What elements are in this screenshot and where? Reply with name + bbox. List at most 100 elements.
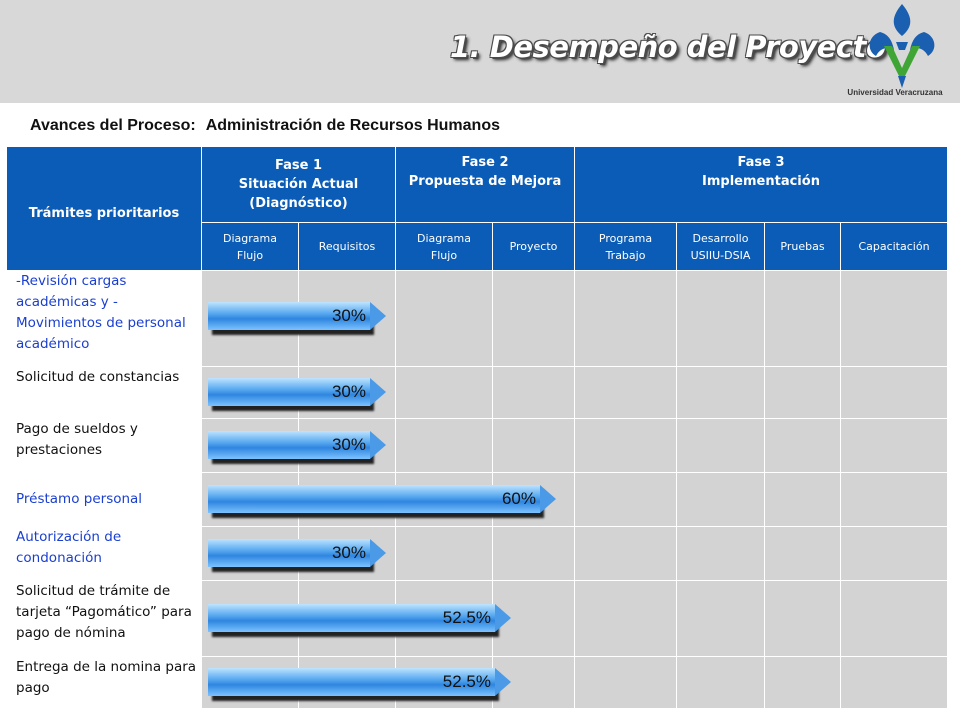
table-cell bbox=[840, 656, 948, 709]
row-label: Autorización de condonación bbox=[6, 526, 202, 581]
progress-arrow-tip bbox=[370, 378, 386, 406]
progress-arrow-body bbox=[208, 378, 370, 406]
row-label: Solicitud de trámite de tarjeta “Pagomát… bbox=[6, 580, 202, 657]
progress-arrow: 52.5% bbox=[208, 604, 511, 636]
progress-arrow-tip bbox=[540, 485, 556, 513]
table-cell bbox=[840, 366, 948, 419]
progress-label: 52.5% bbox=[442, 608, 491, 627]
table-cell bbox=[676, 526, 765, 581]
col-header: Requisitos bbox=[298, 222, 396, 271]
progress-label: 30% bbox=[331, 435, 366, 454]
phase-2-subtitle: Propuesta de Mejora bbox=[408, 174, 562, 189]
table-cell bbox=[764, 366, 841, 419]
progress-arrow-body bbox=[208, 668, 495, 696]
phase-3-subtitle: Implementación bbox=[702, 174, 820, 189]
col-header: Desarrollo USIIU-DSIA bbox=[676, 222, 765, 271]
col-header: Pruebas bbox=[764, 222, 841, 271]
table-cell bbox=[676, 656, 765, 709]
row-label: Préstamo personal bbox=[6, 472, 202, 527]
table-cell bbox=[574, 270, 677, 367]
table-cell bbox=[840, 526, 948, 581]
col-header: Proyecto bbox=[492, 222, 575, 271]
table-cell bbox=[764, 418, 841, 473]
progress-label: 30% bbox=[331, 306, 366, 325]
table-cell bbox=[676, 418, 765, 473]
progress-arrow-body bbox=[208, 431, 370, 459]
progress-label: 60% bbox=[501, 489, 536, 508]
table-cell bbox=[574, 472, 677, 527]
progress-arrow-body bbox=[208, 485, 540, 513]
table-cell bbox=[492, 580, 575, 657]
progress-arrow: 52.5% bbox=[208, 668, 511, 700]
progress-arrow-tip bbox=[370, 431, 386, 459]
table-cell bbox=[492, 270, 575, 367]
table-cell bbox=[840, 472, 948, 527]
process-value: Administración de Recursos Humanos bbox=[205, 117, 500, 134]
table-cell bbox=[764, 580, 841, 657]
col-header: Programa Trabajo bbox=[574, 222, 677, 271]
table-row: Entrega de la nomina para pago bbox=[6, 656, 948, 709]
row-label: Solicitud de constancias bbox=[6, 366, 202, 419]
phase-3-title: Fase 3 bbox=[737, 155, 785, 170]
progress-arrow-tip bbox=[495, 604, 511, 632]
table-row: -Revisión cargas académicas y -Movimient… bbox=[6, 270, 948, 367]
table-cell bbox=[764, 270, 841, 367]
table-row: Pago de sueldos y prestaciones bbox=[6, 418, 948, 473]
table-cell bbox=[840, 580, 948, 657]
progress-arrow-tip bbox=[370, 539, 386, 567]
table-cell bbox=[574, 656, 677, 709]
progress-label: 30% bbox=[331, 543, 366, 562]
col-header: Diagrama Flujo bbox=[395, 222, 493, 271]
header-phase-2: Fase 2 Propuesta de Mejora bbox=[395, 146, 575, 223]
table-cell bbox=[492, 526, 575, 581]
progress-arrow-body bbox=[208, 539, 370, 567]
progress-arrow-tip bbox=[495, 668, 511, 696]
table-cell bbox=[574, 366, 677, 419]
table-cell bbox=[574, 526, 677, 581]
progress-arrow: 30% bbox=[208, 539, 386, 571]
table-cell bbox=[395, 366, 493, 419]
header-phase-1: Fase 1 Situación Actual (Diagnóstico) bbox=[201, 146, 396, 223]
header-tramites-label: Trámites prioritarios bbox=[28, 206, 180, 221]
table-row: Solicitud de constancias bbox=[6, 366, 948, 419]
university-logo-icon bbox=[869, 4, 935, 88]
table-cell bbox=[764, 472, 841, 527]
table-cell bbox=[764, 656, 841, 709]
university-name: Universidad Veracruzana bbox=[847, 88, 943, 97]
col-header: Diagrama Flujo bbox=[201, 222, 299, 271]
table-row: Autorización de condonación bbox=[6, 526, 948, 581]
table-row: Solicitud de trámite de tarjeta “Pagomát… bbox=[6, 580, 948, 657]
header-band bbox=[0, 0, 960, 103]
phase-2-title: Fase 2 bbox=[461, 155, 509, 170]
table-cell bbox=[395, 270, 493, 367]
slide-title: 1. Desempeño del Proyecto bbox=[450, 30, 886, 64]
table-cell bbox=[574, 580, 677, 657]
progress-arrow-tip bbox=[370, 302, 386, 330]
progress-arrow: 60% bbox=[208, 485, 556, 517]
table-cell bbox=[676, 472, 765, 527]
process-subtitle: Avances del Proceso: Administración de Re… bbox=[30, 117, 500, 135]
table-cell bbox=[492, 366, 575, 419]
progress-label: 30% bbox=[331, 382, 366, 401]
table-cell bbox=[574, 418, 677, 473]
row-label: -Revisión cargas académicas y -Movimient… bbox=[6, 270, 202, 367]
row-label: Pago de sueldos y prestaciones bbox=[6, 418, 202, 473]
table-cell bbox=[395, 526, 493, 581]
col-header: Capacitación bbox=[840, 222, 948, 271]
progress-arrow-body bbox=[208, 604, 495, 632]
table-cell bbox=[676, 580, 765, 657]
progress-arrow: 30% bbox=[208, 302, 386, 334]
progress-arrow: 30% bbox=[208, 431, 386, 463]
header-tramites: Trámites prioritarios bbox=[6, 146, 202, 271]
table-cell bbox=[395, 418, 493, 473]
phase-1-title: Fase 1 bbox=[274, 158, 323, 173]
table-cell bbox=[492, 418, 575, 473]
row-label: Entrega de la nomina para pago bbox=[6, 656, 202, 709]
phase-1-subtitle: Situación Actual (Diagnóstico) bbox=[238, 177, 359, 211]
table-cell bbox=[764, 526, 841, 581]
progress-arrow-body bbox=[208, 302, 370, 330]
process-label: Avances del Proceso: bbox=[30, 117, 196, 134]
table-cell bbox=[840, 270, 948, 367]
header-phase-3: Fase 3 Implementación bbox=[574, 146, 948, 223]
table-cell bbox=[676, 270, 765, 367]
